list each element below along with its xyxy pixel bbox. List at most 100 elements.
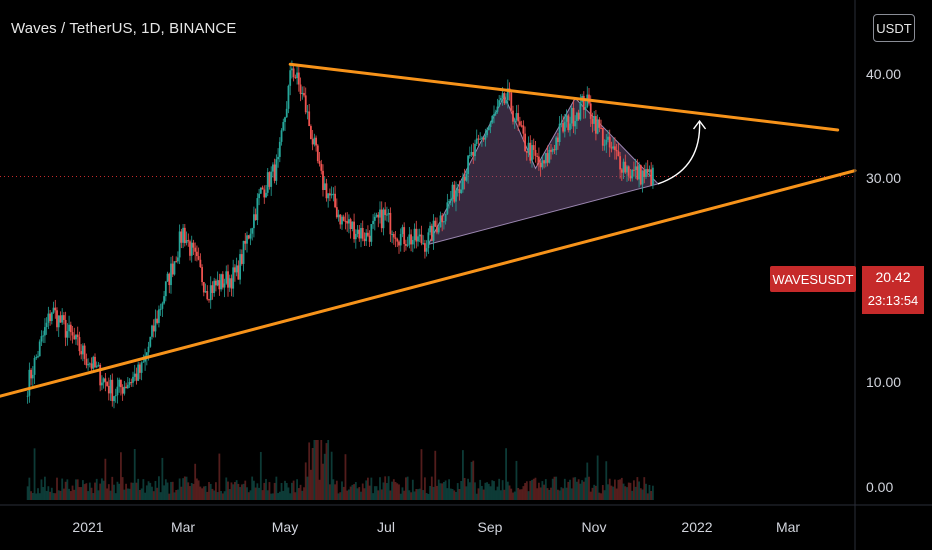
volume-bar <box>247 492 250 500</box>
volume-bar <box>251 476 254 500</box>
candle-body <box>411 239 414 245</box>
candle-body <box>227 271 229 288</box>
candle-body <box>211 285 214 293</box>
candle-body <box>481 137 483 139</box>
support-trendline[interactable] <box>0 169 857 398</box>
volume-bar <box>479 479 482 500</box>
volume-bar <box>415 489 418 500</box>
candle-body <box>113 396 115 402</box>
candle-body <box>615 149 618 152</box>
candle-body <box>104 378 107 382</box>
candle-body <box>627 166 630 176</box>
volume-bar <box>527 491 530 500</box>
candle-body <box>316 145 319 162</box>
resistance-trendline[interactable] <box>288 62 840 132</box>
candle-body <box>346 221 349 224</box>
volume-bar <box>614 479 616 500</box>
candle-body <box>120 379 122 388</box>
volume-bar <box>610 485 613 500</box>
candle-body <box>28 369 31 396</box>
candle-body <box>95 365 98 368</box>
candle-body <box>463 176 466 181</box>
volume-bar <box>237 483 240 500</box>
volume-bar <box>104 458 107 500</box>
volume-bar <box>558 490 561 500</box>
candle-body <box>398 241 400 246</box>
volume-bar <box>318 479 321 500</box>
volume-bar <box>182 478 184 500</box>
candle-body <box>35 356 38 358</box>
candle-body <box>437 227 440 233</box>
candle-body <box>254 214 257 221</box>
candle-body <box>444 213 447 222</box>
candle-body <box>360 227 362 239</box>
volume-bar <box>54 493 57 500</box>
volume-bar <box>240 484 243 500</box>
volume-bar <box>386 483 388 500</box>
volume-bar <box>332 479 335 500</box>
candle-body <box>576 112 578 122</box>
volume-bar <box>455 491 457 500</box>
candle-body <box>341 216 343 225</box>
volume-bar <box>310 469 312 500</box>
candle-body <box>44 327 46 336</box>
candle-body <box>280 130 283 142</box>
volume-bar <box>477 488 480 500</box>
candle-body <box>620 169 623 173</box>
volume-bar <box>468 482 471 500</box>
candle-body <box>494 111 497 115</box>
volume-bar <box>30 491 32 500</box>
volume-bar <box>387 476 390 500</box>
candle-body <box>114 395 117 397</box>
candle-body <box>427 232 430 249</box>
volume-bar <box>356 488 359 500</box>
volume-bar <box>228 489 231 500</box>
volume-bar <box>557 489 559 500</box>
candle-body <box>289 70 292 86</box>
candle-body <box>80 351 83 355</box>
projection-arrow[interactable] <box>657 120 701 185</box>
bar-countdown: 23:13:54 <box>867 293 919 308</box>
candle-body <box>354 233 357 240</box>
volume-bar <box>584 477 587 500</box>
volume-bar <box>512 492 514 500</box>
volume-bar <box>163 485 165 500</box>
volume-bar <box>323 453 326 500</box>
candle-body <box>422 243 425 245</box>
volume-bar <box>208 482 210 500</box>
volume-bar <box>595 485 597 500</box>
volume-bar <box>194 463 197 500</box>
volume-bar <box>291 482 293 500</box>
candle-body <box>596 119 599 134</box>
candle-body <box>145 352 148 356</box>
volume-bar <box>225 477 228 500</box>
candle-body <box>47 313 50 323</box>
candle-body <box>299 84 302 95</box>
volume-bar <box>363 488 366 500</box>
volume-bar <box>164 479 167 500</box>
volume-bar <box>486 482 488 500</box>
volume-bar <box>209 483 212 500</box>
candle-body <box>608 136 611 148</box>
volume-bar <box>173 492 176 500</box>
currency-button[interactable]: USDT <box>873 14 915 42</box>
volume-bar <box>636 477 639 500</box>
volume-bar <box>197 480 200 500</box>
volume-bar <box>320 440 323 500</box>
volume-bar <box>365 480 368 500</box>
volume-bar <box>349 486 352 500</box>
candle-body <box>101 382 103 386</box>
candle-body <box>413 228 416 240</box>
candle-body <box>142 361 145 363</box>
candle-body <box>524 133 526 152</box>
candle-body <box>31 374 34 379</box>
candle-body <box>133 373 136 377</box>
volume-bar <box>424 477 426 500</box>
volume-bar <box>341 481 343 500</box>
volume-bar <box>294 492 297 500</box>
volume-bar <box>244 480 247 500</box>
volume-bar <box>126 488 129 500</box>
candle-body <box>448 200 450 203</box>
volume-bar <box>463 477 466 500</box>
